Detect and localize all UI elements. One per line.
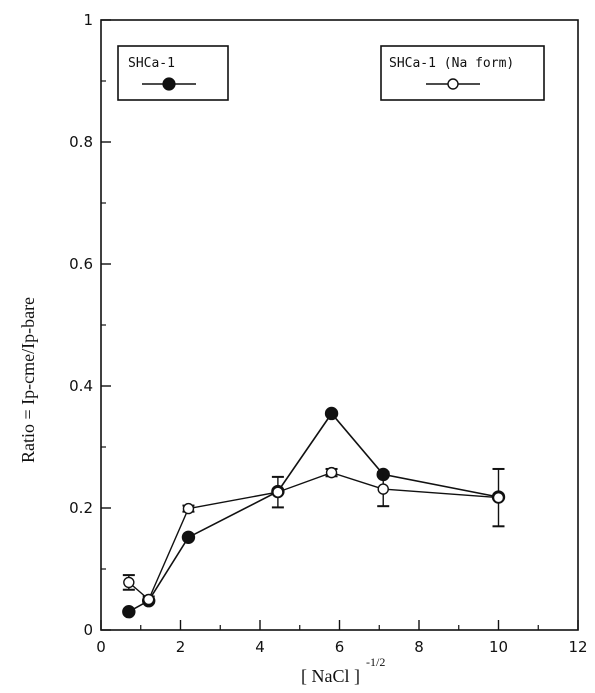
data-point [324,406,339,421]
x-tick-label: 6 [335,638,345,656]
legend-marker-series-2 [447,78,459,90]
x-axis-ticks: 0 2 4 6 8 10 12 [96,620,588,656]
x-tick-label: 4 [255,638,265,656]
legend-box-series-2: SHCa-1 (Na form) [380,45,545,101]
x-tick-label: 10 [489,638,508,656]
data-point [272,486,284,498]
data-point [142,593,155,606]
data-point [182,502,195,515]
legend-label-series-2: SHCa-1 (Na form) [389,56,514,71]
x-tick-label: 0 [96,638,106,656]
legend-marker-series-1 [162,77,176,91]
data-point [181,530,196,544]
series-1 [122,406,506,619]
legend-label-series-1: SHCa-1 [128,56,175,71]
plot-area-border [100,19,579,631]
data-point [492,491,505,504]
x-tick-label: 12 [568,638,587,656]
x-axis-title-superscript: -1/2 [366,655,385,669]
data-point [123,576,135,589]
y-tick-label: 0.8 [69,133,93,151]
x-tick-label: 2 [176,638,186,656]
y-axis-ticks: 0 0.2 0.4 0.6 0.8 1 [69,11,111,639]
data-point [325,466,338,479]
y-tick-label: 0.6 [69,255,93,273]
series-layer [122,406,506,619]
x-axis-title: [ NaCl ] [301,666,360,686]
data-point [122,605,136,619]
y-axis-title: Ratio = Ip-cme/Ip-bare [18,297,38,463]
series-2 [122,466,505,606]
y-tick-label: 0.4 [69,377,93,395]
plot-frame [100,19,579,631]
y-tick-label: 0 [83,621,93,639]
y-tick-label: 1 [83,11,93,29]
legend-box-series-1: SHCa-1 [117,45,229,101]
y-tick-label: 0.2 [69,499,93,517]
x-tick-label: 8 [414,638,424,656]
data-point [377,483,389,495]
